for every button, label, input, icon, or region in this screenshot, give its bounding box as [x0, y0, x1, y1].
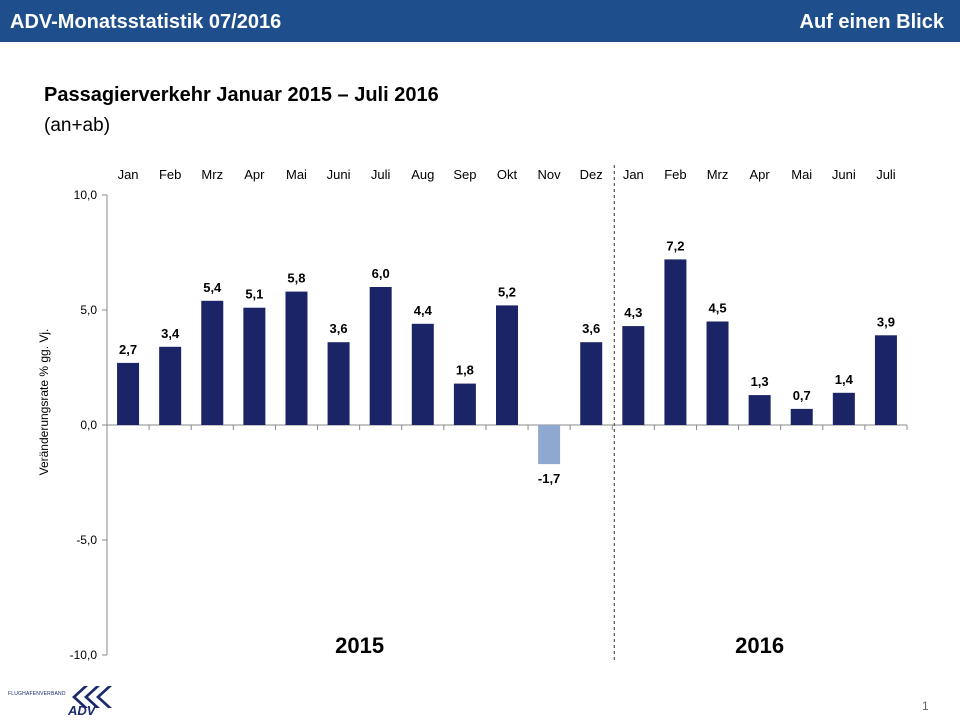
data-label: 1,4	[835, 372, 854, 387]
category-label: Mrz	[201, 167, 223, 182]
data-label: 3,9	[877, 314, 895, 329]
data-label: 5,2	[498, 284, 516, 299]
data-label: 0,7	[793, 388, 811, 403]
bar	[285, 291, 308, 425]
bar	[790, 408, 813, 425]
logo-small-text: FLUGHAFENVERBAND	[8, 691, 66, 697]
category-label: Apr	[750, 167, 771, 182]
category-label: Juli	[371, 167, 391, 182]
y-tick-label: 0,0	[80, 418, 97, 432]
bar	[159, 346, 182, 425]
data-label: 3,4	[161, 326, 180, 341]
bar	[832, 392, 855, 425]
data-label: 6,0	[372, 266, 390, 281]
data-label: 5,1	[245, 287, 263, 302]
data-label: 3,6	[330, 321, 348, 336]
data-label: 4,3	[624, 305, 642, 320]
header-section-title: Auf einen Blick	[799, 11, 944, 33]
header-bar: ADV-Monatsstatistik 07/2016 Auf einen Bl…	[0, 0, 960, 42]
category-label: Juni	[327, 167, 351, 182]
data-label: 2,7	[119, 342, 137, 357]
y-tick-label: 10,0	[74, 188, 98, 202]
category-label: Dez	[580, 167, 603, 182]
data-label: 5,8	[287, 271, 305, 286]
category-label: Nov	[538, 167, 562, 182]
category-label: Aug	[411, 167, 434, 182]
year-label: 2016	[735, 633, 784, 658]
category-label: Mrz	[707, 167, 729, 182]
bar	[580, 342, 603, 425]
category-label: Okt	[497, 167, 518, 182]
page-number: 1	[922, 699, 929, 713]
data-label: 4,5	[708, 301, 726, 316]
logo-brand: ADV	[68, 703, 96, 718]
category-label: Jan	[623, 167, 644, 182]
bar	[201, 300, 224, 425]
y-axis-label: Veränderungsrate % gg. Vj.	[37, 329, 51, 476]
chart-title: Passagierverkehr Januar 2015 – Juli 2016	[44, 84, 439, 106]
data-label: 1,3	[751, 374, 769, 389]
bar-chart: 10,0 5,0 0,0 -5,0 -10,0 Veränderungsrate % gg…	[37, 165, 908, 662]
bar	[664, 259, 687, 425]
data-label: 7,2	[666, 238, 684, 253]
category-label: Jan	[118, 167, 139, 182]
bar	[117, 362, 140, 425]
category-label: Apr	[244, 167, 265, 182]
year-label: 2015	[335, 633, 384, 658]
bar	[243, 307, 266, 425]
category-label: Juni	[832, 167, 856, 182]
category-label: Mai	[791, 167, 812, 182]
category-label: Mai	[286, 167, 307, 182]
bar	[622, 326, 645, 425]
bar	[748, 395, 771, 425]
data-label: 5,4	[203, 280, 222, 295]
data-label: 1,8	[456, 363, 474, 378]
category-label: Sep	[453, 167, 476, 182]
bar	[369, 287, 392, 425]
bar	[496, 305, 518, 425]
category-label: Juli	[876, 167, 896, 182]
adv-logo: FLUGHAFENVERBAND ADV	[8, 682, 118, 718]
bar	[327, 342, 350, 425]
data-label: 3,6	[582, 321, 600, 336]
bar	[706, 321, 729, 425]
bar	[411, 323, 434, 425]
data-label: 4,4	[414, 303, 433, 318]
bar	[874, 335, 897, 425]
y-tick-label: 5,0	[80, 303, 97, 317]
chart-subtitle: (an+ab)	[44, 115, 111, 136]
logo-chevrons-icon	[72, 686, 112, 708]
bar	[453, 383, 476, 425]
bar	[538, 425, 561, 465]
y-tick-label: -5,0	[76, 533, 97, 547]
category-label: Feb	[664, 167, 686, 182]
data-label: -1,7	[538, 471, 560, 486]
category-label: Feb	[159, 167, 181, 182]
y-tick-label: -10,0	[70, 648, 98, 662]
header-title: ADV-Monatsstatistik 07/2016	[10, 11, 282, 33]
